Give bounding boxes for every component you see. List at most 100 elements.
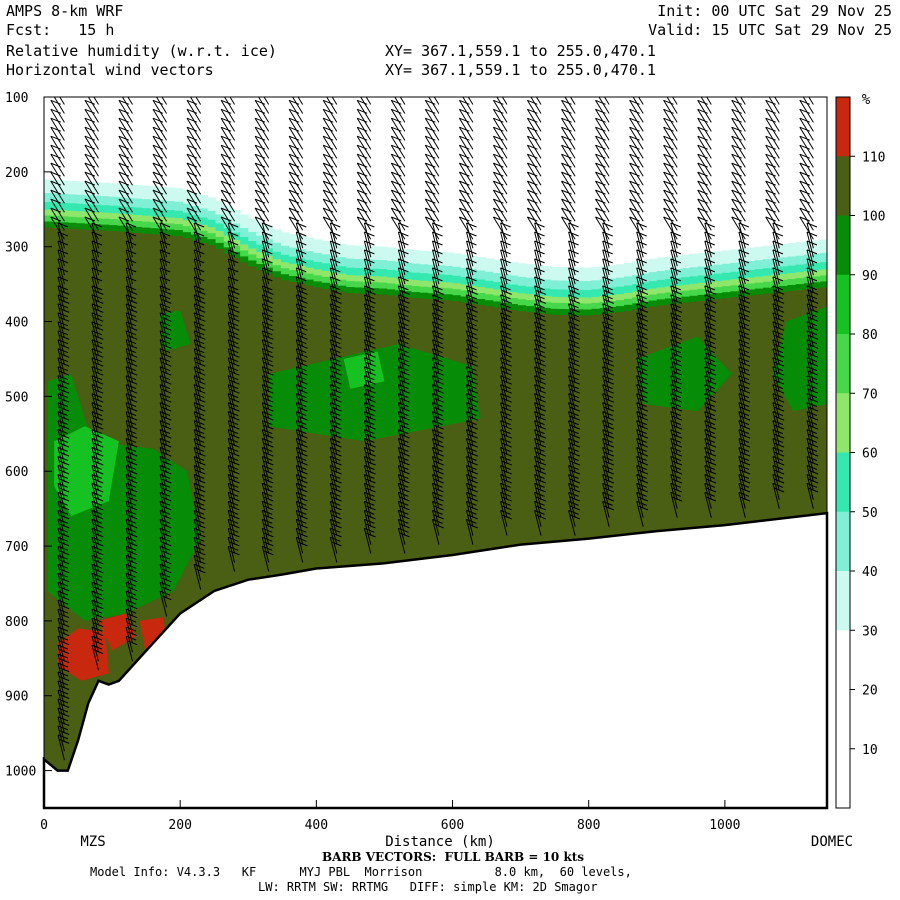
wind-barb-flag	[91, 420, 103, 426]
wind-barb-flag	[159, 420, 171, 426]
wind-barb-staff	[595, 100, 610, 123]
wind-barb-flag	[221, 91, 231, 95]
wind-barb-flag	[161, 325, 172, 331]
wind-barb-flag	[297, 343, 308, 349]
wind-barb-staff	[397, 303, 406, 330]
rh-cell	[191, 206, 200, 216]
wind-barb-flag	[398, 393, 409, 399]
wind-barb-staff	[428, 97, 440, 114]
wind-barb-staff	[159, 312, 168, 339]
wind-barb-flag	[59, 307, 70, 313]
wind-barb-flag	[365, 316, 376, 322]
wind-barb-flag	[186, 189, 198, 195]
wind-barb-staff	[57, 582, 65, 608]
wind-barb-staff	[602, 375, 610, 402]
wind-barb-flag	[57, 222, 69, 228]
wind-barb-staff	[57, 725, 65, 752]
wind-barb-staff	[57, 474, 65, 500]
wind-barb-staff	[806, 447, 814, 473]
wind-barb-staff	[125, 393, 133, 419]
wind-barb-flag	[59, 433, 70, 439]
wind-barb-flag	[59, 289, 70, 295]
wind-barb-staff	[159, 483, 168, 509]
wind-barb-staff	[765, 180, 780, 204]
rh-cell	[231, 210, 241, 225]
wind-barb-staff	[534, 483, 542, 509]
wind-barb-flag	[125, 375, 137, 381]
wind-barb-flag	[501, 460, 512, 466]
wind-barb-staff	[636, 303, 644, 330]
wind-barb-flag	[331, 370, 342, 376]
wind-barb-flag	[501, 415, 512, 421]
rh-cell	[174, 210, 184, 219]
wind-barb-flag	[262, 294, 273, 300]
wind-barb-staff	[84, 117, 99, 141]
wind-barb-flag	[194, 554, 205, 560]
wind-barb-flag	[221, 82, 231, 86]
wind-barb-flag	[330, 465, 341, 470]
wind-barb-flag	[637, 451, 649, 457]
rh-cell	[125, 220, 135, 227]
wind-barb-staff	[704, 294, 712, 321]
rh-cell	[248, 266, 258, 595]
wind-barb-flag	[127, 442, 138, 448]
wind-barb-flag	[296, 500, 307, 506]
wind-barb-staff	[93, 97, 99, 105]
wind-barb-staff	[91, 483, 99, 509]
wind-barb-flag	[466, 339, 477, 345]
rh-cell	[722, 263, 731, 274]
wind-barb-flag	[697, 162, 708, 168]
rh-cell	[526, 286, 535, 295]
wind-barb-staff	[534, 339, 542, 366]
wind-barb-flag	[152, 198, 164, 204]
wind-barb-flag	[535, 433, 546, 439]
rh-cell	[640, 301, 650, 309]
wind-barb-staff	[772, 456, 780, 482]
wind-barb-flag	[467, 523, 478, 529]
rh-cell	[526, 300, 535, 307]
wind-barb-flag	[330, 393, 341, 399]
wind-barb-flag	[636, 366, 647, 372]
wind-barb-staff	[295, 483, 304, 509]
wind-barb-flag	[807, 424, 819, 430]
wind-barb-staff	[530, 97, 542, 114]
wind-barb-staff	[227, 411, 236, 437]
wind-barb-flag	[296, 375, 307, 381]
wind-barb-staff	[261, 501, 270, 527]
rh-cell	[697, 294, 707, 302]
wind-barb-staff	[670, 231, 678, 258]
wind-barb-flag	[806, 456, 818, 461]
wind-barb-flag	[602, 258, 613, 264]
wind-barb-staff	[363, 474, 372, 500]
wind-barb-flag	[194, 375, 205, 381]
wind-barb-staff	[227, 294, 236, 321]
rh-cell	[362, 259, 372, 269]
wind-barb-flag	[331, 505, 342, 511]
wind-barb-staff	[636, 267, 644, 294]
wind-barb-flag	[125, 267, 137, 273]
rh-cell	[256, 258, 266, 265]
wind-barb-flag	[228, 518, 239, 524]
wind-barb-staff	[663, 117, 678, 141]
wind-barb-staff	[91, 258, 99, 285]
wind-barb-staff	[704, 402, 712, 428]
wind-barb-flag	[467, 298, 478, 304]
wind-barb-staff	[670, 393, 678, 419]
wind-barb-staff	[261, 375, 270, 402]
wind-barb-flag	[152, 171, 164, 177]
rh-cell	[762, 259, 772, 269]
wind-barb-staff	[363, 483, 372, 509]
wind-barb-staff	[500, 483, 508, 509]
wind-barb-staff	[500, 348, 508, 375]
wind-barb-staff	[91, 375, 99, 402]
wind-barb-flag	[772, 482, 784, 488]
wind-barb-staff	[663, 180, 678, 204]
wind-barb-flag	[765, 135, 776, 141]
wind-barb-flag	[670, 231, 681, 237]
wind-barb-flag	[732, 82, 742, 86]
wind-barb-flag	[569, 298, 580, 304]
rh-cell	[615, 286, 625, 295]
wind-barb-staff	[84, 198, 99, 222]
wind-barb-staff	[568, 438, 576, 464]
wind-barb-flag	[125, 222, 137, 228]
